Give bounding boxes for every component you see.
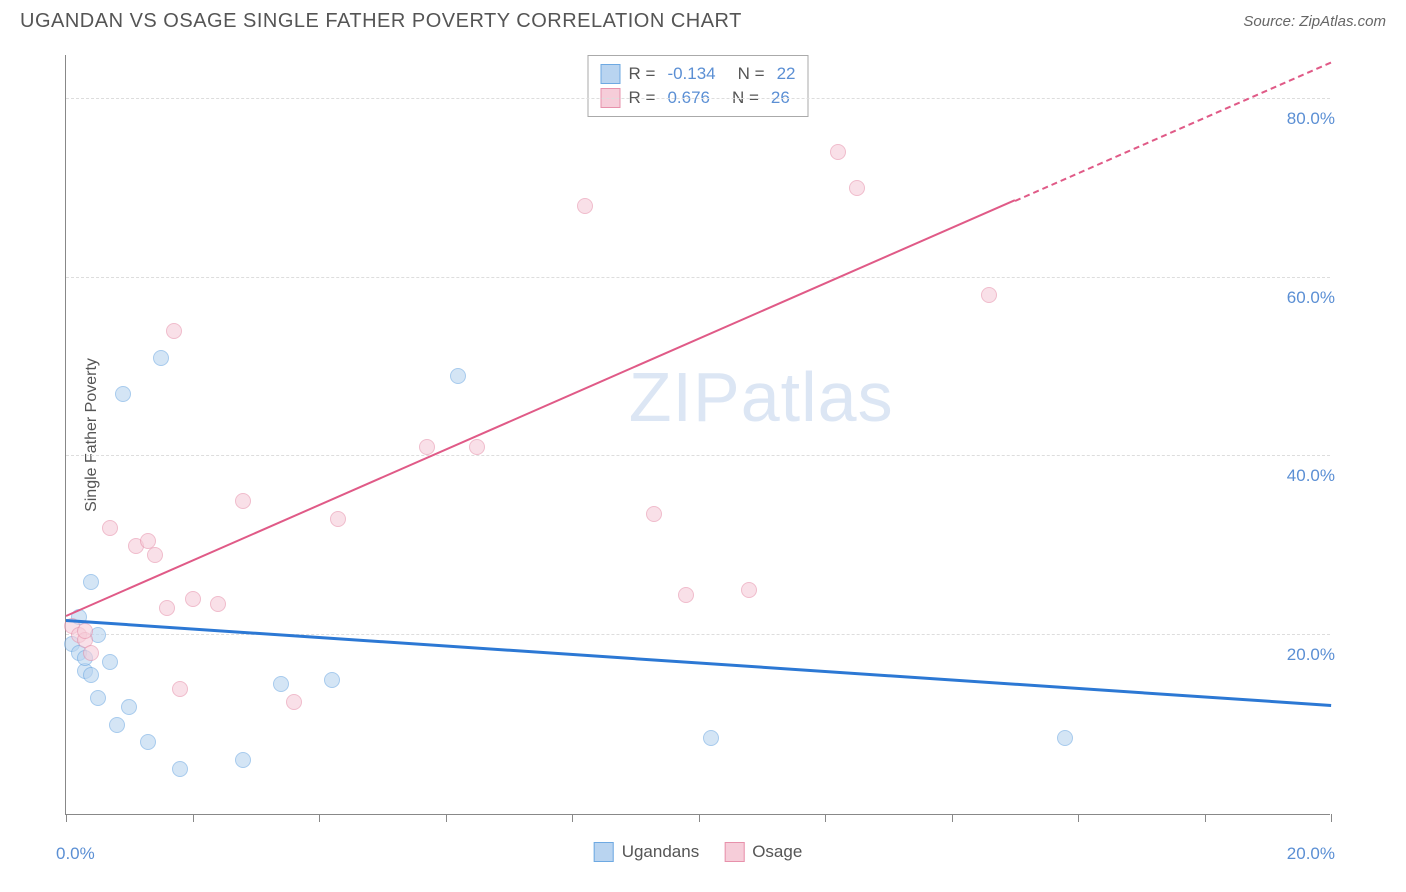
y-tick-label: 40.0% [1287,466,1335,486]
osage-point [330,511,346,527]
x-tick [1078,814,1079,822]
scatter-chart: Single Father Poverty ZIPatlas R = -0.13… [50,55,1330,815]
ugandans-point [90,690,106,706]
legend-row: R = -0.134 N = 22 [601,62,796,86]
regression-line [1014,61,1331,201]
osage-point [849,180,865,196]
x-tick [446,814,447,822]
legend-swatch [724,842,744,862]
osage-point [235,493,251,509]
ugandans-point [273,676,289,692]
plot-area: ZIPatlas R = -0.134N = 22R = 0.676N = 26… [65,55,1330,815]
osage-point [185,591,201,607]
osage-point [77,623,93,639]
ugandans-point [83,574,99,590]
regression-line [66,200,1016,618]
osage-point [102,520,118,536]
osage-point [159,600,175,616]
watermark: ZIPatlas [629,357,894,437]
y-tick-label: 60.0% [1287,288,1335,308]
osage-point [166,323,182,339]
osage-point [469,439,485,455]
x-end-label: 20.0% [1287,844,1335,864]
legend-r-value: -0.134 [667,64,715,84]
x-tick [1331,814,1332,822]
gridline [66,98,1330,99]
chart-title: UGANDAN VS OSAGE SINGLE FATHER POVERTY C… [20,10,742,33]
osage-point [147,547,163,563]
osage-point [419,439,435,455]
osage-point [741,582,757,598]
ugandans-point [324,672,340,688]
ugandans-point [1057,730,1073,746]
x-tick [1205,814,1206,822]
legend-swatch [601,64,621,84]
ugandans-point [172,761,188,777]
legend-label: Osage [752,842,802,862]
gridline [66,634,1330,635]
osage-point [210,596,226,612]
legend-r-label: R = [629,64,656,84]
osage-point [83,645,99,661]
y-tick-label: 80.0% [1287,109,1335,129]
gridline [66,455,1330,456]
legend-n-value: 22 [777,64,796,84]
regression-line [66,619,1331,706]
osage-point [286,694,302,710]
ugandans-point [703,730,719,746]
ugandans-point [450,368,466,384]
y-tick-label: 20.0% [1287,645,1335,665]
ugandans-point [83,667,99,683]
chart-header: UGANDAN VS OSAGE SINGLE FATHER POVERTY C… [0,0,1406,38]
osage-point [172,681,188,697]
ugandans-point [115,386,131,402]
x-tick [319,814,320,822]
x-tick [699,814,700,822]
legend-item: Osage [724,842,802,862]
osage-point [646,506,662,522]
source-attribution: Source: ZipAtlas.com [1243,13,1386,30]
series-legend: Ugandans Osage [594,842,803,862]
legend-label: Ugandans [622,842,700,862]
osage-point [577,198,593,214]
x-tick [193,814,194,822]
x-tick [825,814,826,822]
x-tick [66,814,67,822]
ugandans-point [235,752,251,768]
ugandans-point [121,699,137,715]
osage-point [678,587,694,603]
ugandans-point [153,350,169,366]
x-tick [572,814,573,822]
ugandans-point [140,734,156,750]
legend-item: Ugandans [594,842,700,862]
osage-point [830,144,846,160]
x-tick [952,814,953,822]
correlation-legend: R = -0.134N = 22R = 0.676N = 26 [588,55,809,117]
legend-swatch [594,842,614,862]
ugandans-point [102,654,118,670]
x-origin-label: 0.0% [56,844,95,864]
ugandans-point [109,717,125,733]
gridline [66,277,1330,278]
legend-n-label: N = [738,64,765,84]
osage-point [981,287,997,303]
